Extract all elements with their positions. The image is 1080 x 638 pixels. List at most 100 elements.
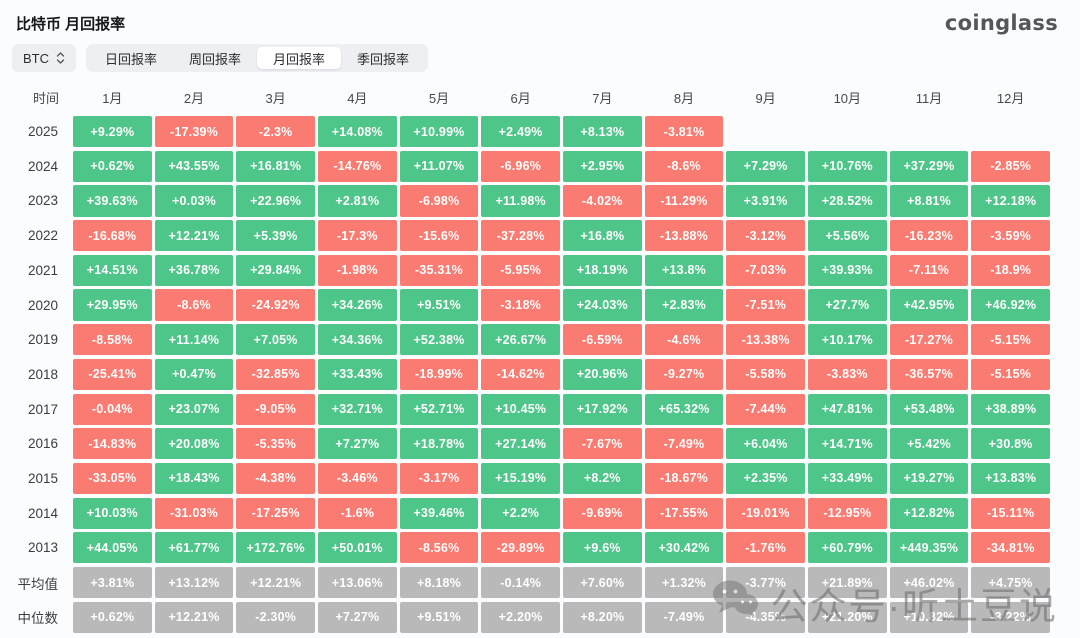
return-cell: +9.51% (399, 289, 479, 321)
return-cell (808, 116, 887, 147)
return-cell: -33.05% (73, 462, 152, 495)
tab-3[interactable]: 季回报率 (357, 51, 410, 67)
return-cell: +39.93% (807, 254, 887, 286)
row-label: 2020 (27, 297, 58, 313)
return-cell: +34.26% (317, 289, 397, 321)
return-cell: +13.83% (971, 462, 1050, 495)
month-header: 6月 (510, 91, 531, 106)
return-cell: -16.23% (889, 220, 969, 252)
return-cell: +5.42% (889, 428, 969, 460)
return-cell: -3.59% (971, 220, 1050, 252)
return-cell: +44.05% (73, 532, 152, 564)
return-cell: +30.42% (644, 532, 724, 564)
return-cell: +1.32% (644, 566, 724, 599)
return-cell: +60.79% (807, 532, 887, 564)
return-cell: -17.27% (889, 324, 969, 356)
table-header-row: 时间 1月 2月 3月 4月 5月 6月 7月 8月 9月 10月 11月 12月 (0, 88, 1050, 107)
return-cell: +33.43% (317, 358, 397, 390)
month-header: 12月 (996, 91, 1025, 106)
return-cell: +14.51% (73, 254, 152, 286)
return-cell: +6.04% (726, 428, 805, 460)
return-cell: -3.22% (971, 601, 1050, 633)
return-cell: -7.44% (726, 393, 805, 425)
return-cell: -17.25% (236, 497, 315, 529)
return-cell: +10.82% (889, 601, 969, 633)
return-cell: -9.27% (644, 358, 724, 390)
return-cell: +3.91% (726, 185, 805, 217)
return-cell: +23.07% (154, 393, 234, 425)
return-cell: -3.81% (644, 116, 724, 148)
return-cell: +3.81% (73, 566, 152, 599)
row-label: 2023 (27, 193, 58, 209)
return-cell: -14.76% (317, 150, 397, 182)
return-cell: +8.20% (562, 601, 642, 633)
return-cell: +8.81% (889, 185, 969, 217)
month-header: 11月 (915, 91, 943, 106)
return-cell: +11.98% (481, 185, 560, 217)
row-label: 2019 (27, 332, 58, 348)
coin-selector-value: BTC (23, 50, 49, 66)
return-cell: +18.19% (562, 254, 642, 286)
return-cell: +10.76% (807, 150, 887, 182)
return-cell: +2.95% (562, 150, 642, 182)
return-cell: +12.21% (154, 220, 234, 252)
month-header: 3月 (265, 91, 286, 106)
return-cell: +14.71% (807, 428, 887, 460)
return-cell: +16.81% (236, 150, 315, 182)
month-header: 4月 (347, 91, 368, 106)
tab-1[interactable]: 周回报率 (189, 51, 242, 67)
return-cell: -18.67% (644, 462, 724, 495)
row-label: 2024 (27, 158, 58, 174)
return-cell: +46.92% (971, 289, 1050, 321)
return-cell: +20.96% (562, 358, 642, 390)
return-cell: -35.31% (399, 254, 479, 286)
return-cell: +12.21% (236, 566, 315, 599)
return-cell: -15.11% (971, 497, 1050, 529)
return-cell: +21.20% (807, 601, 887, 633)
return-cell: +8.2% (562, 462, 642, 495)
return-cell: -19.01% (726, 497, 805, 529)
return-cell: -7.51% (726, 289, 805, 321)
row-label: 2017 (27, 401, 58, 417)
return-cell: -2.30% (236, 601, 315, 633)
row-label: 2015 (27, 470, 58, 486)
return-cell: +21.89% (807, 566, 887, 599)
return-cell: +5.56% (807, 220, 887, 252)
return-cell: -5.35% (236, 428, 315, 460)
return-cell: -11.29% (644, 185, 724, 217)
sort-arrows-icon (56, 51, 65, 65)
return-cell: -25.41% (73, 358, 152, 390)
return-cell: +65.32% (644, 393, 724, 425)
return-cell: -3.46% (317, 462, 397, 495)
return-cell: +32.71% (317, 393, 397, 425)
return-cell: -8.58% (73, 324, 152, 356)
return-cell: -29.89% (481, 532, 560, 564)
return-cell: +17.92% (562, 393, 642, 425)
return-cell: +61.77% (154, 532, 234, 564)
return-cell: +10.99% (399, 116, 479, 148)
row-label: 2018 (27, 366, 58, 382)
return-cell (890, 116, 969, 147)
tab-2[interactable]: 月回报率 (257, 47, 342, 69)
return-cell: +43.55% (154, 150, 234, 182)
return-cell: -16.68% (73, 220, 152, 252)
return-cell: +11.14% (154, 324, 234, 356)
return-cell: -4.02% (562, 185, 642, 217)
return-cell: -5.15% (971, 358, 1050, 390)
return-cell: +2.35% (726, 462, 805, 495)
return-cell: -6.96% (481, 150, 560, 182)
return-cell: -1.76% (726, 532, 805, 564)
month-header: 9月 (755, 91, 776, 106)
return-cell: +34.36% (317, 324, 397, 356)
return-cell: +2.49% (481, 116, 560, 148)
tab-0[interactable]: 日回报率 (105, 51, 158, 67)
return-cell: +29.95% (73, 289, 152, 321)
return-cell: -4.6% (644, 324, 724, 356)
return-cell: -24.92% (236, 289, 315, 321)
return-cell: +27.7% (807, 289, 887, 321)
row-label: 2014 (27, 505, 58, 521)
return-cell: -2.3% (236, 116, 315, 148)
return-cell: -8.6% (154, 289, 234, 321)
coin-selector[interactable]: BTC (12, 44, 76, 72)
return-cell: +2.2% (481, 497, 560, 529)
